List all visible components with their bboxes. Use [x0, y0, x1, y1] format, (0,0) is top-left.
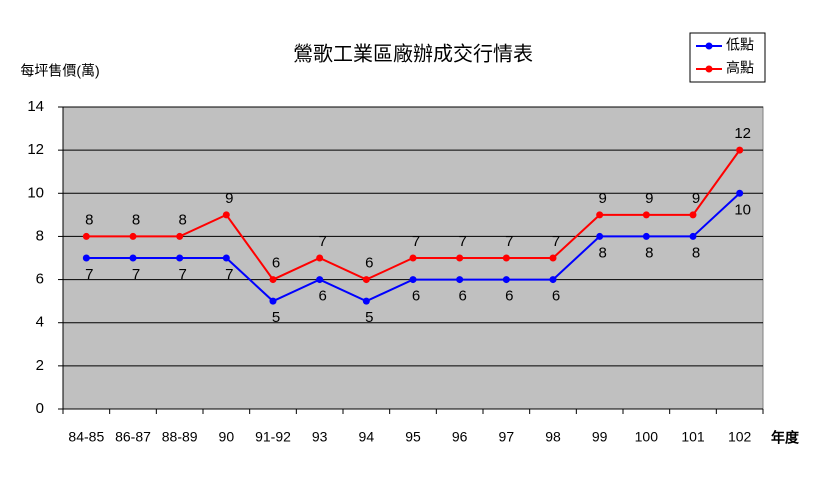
data-label: 10 — [734, 201, 751, 218]
point — [502, 254, 510, 262]
point — [362, 276, 370, 284]
data-label: 6 — [365, 255, 373, 272]
legend-marker — [705, 65, 713, 73]
x-tick-label: 100 — [635, 429, 659, 445]
point — [222, 211, 230, 219]
data-label: 9 — [645, 190, 653, 207]
data-label: 7 — [552, 233, 560, 250]
x-tick-label: 84-85 — [68, 429, 104, 445]
point — [176, 254, 184, 262]
x-tick-label: 86-87 — [115, 429, 151, 445]
data-label: 5 — [365, 309, 373, 326]
data-label: 9 — [225, 190, 233, 207]
point — [736, 189, 744, 197]
point — [362, 297, 370, 305]
data-label: 6 — [458, 288, 466, 305]
point — [316, 276, 324, 284]
data-label: 6 — [412, 288, 420, 305]
point — [689, 211, 697, 219]
data-label: 7 — [178, 266, 186, 283]
y-tick-label: 8 — [36, 227, 44, 244]
point — [82, 254, 90, 262]
y-tick-label: 6 — [36, 271, 44, 288]
point — [409, 254, 417, 262]
x-tick-label: 97 — [499, 429, 515, 445]
data-label: 8 — [692, 244, 700, 261]
point — [176, 232, 184, 240]
point — [642, 211, 650, 219]
point — [736, 146, 744, 154]
x-tick-label: 95 — [405, 429, 421, 445]
legend-box — [689, 32, 766, 83]
point — [222, 254, 230, 262]
data-label: 7 — [225, 266, 233, 283]
point — [549, 254, 557, 262]
data-label: 8 — [85, 211, 93, 228]
point — [316, 254, 324, 262]
data-label: 7 — [318, 233, 326, 250]
point — [502, 276, 510, 284]
x-axis-label: 年度 — [771, 430, 800, 446]
data-label: 7 — [458, 233, 466, 250]
data-label: 7 — [85, 266, 93, 283]
point — [269, 297, 277, 305]
y-tick-label: 4 — [36, 314, 44, 331]
data-label: 8 — [132, 211, 140, 228]
point — [456, 254, 464, 262]
chart-title: 鶯歌工業區廠辦成交行情表 — [293, 41, 533, 65]
data-label: 9 — [598, 190, 606, 207]
point — [596, 232, 604, 240]
x-tick-label: 93 — [312, 429, 328, 445]
legend-label: 高點 — [726, 60, 754, 76]
point — [549, 276, 557, 284]
data-label: 8 — [178, 211, 186, 228]
y-tick-label: 10 — [27, 184, 44, 201]
point — [269, 276, 277, 284]
point — [642, 232, 650, 240]
legend-marker — [705, 42, 713, 50]
x-tick-label: 98 — [545, 429, 561, 445]
data-label: 6 — [318, 288, 326, 305]
y-tick-label: 14 — [27, 98, 44, 115]
point — [129, 232, 137, 240]
data-label: 8 — [645, 244, 653, 261]
x-tick-label: 91-92 — [255, 429, 291, 445]
data-label: 8 — [598, 244, 606, 261]
data-label: 7 — [132, 266, 140, 283]
x-tick-label: 101 — [681, 429, 705, 445]
point — [409, 276, 417, 284]
x-tick-label: 90 — [219, 429, 235, 445]
data-label: 6 — [272, 255, 280, 272]
legend-label: 低點 — [726, 37, 754, 53]
x-tick-label: 96 — [452, 429, 468, 445]
x-tick-label: 88-89 — [162, 429, 198, 445]
data-label: 7 — [505, 233, 513, 250]
data-label: 6 — [552, 288, 560, 305]
data-label: 6 — [505, 288, 513, 305]
data-label: 7 — [412, 233, 420, 250]
point — [456, 276, 464, 284]
point — [689, 232, 697, 240]
x-tick-label: 102 — [728, 429, 752, 445]
data-label: 9 — [692, 190, 700, 207]
y-tick-label: 2 — [36, 357, 44, 374]
y-axis-label: 每坪售價(萬) — [20, 63, 99, 79]
data-label: 5 — [272, 309, 280, 326]
point — [596, 211, 604, 219]
point — [82, 232, 90, 240]
x-tick-label: 99 — [592, 429, 608, 445]
y-tick-label: 12 — [27, 141, 44, 158]
data-label: 12 — [734, 125, 751, 142]
point — [129, 254, 137, 262]
y-tick-label: 0 — [36, 400, 44, 417]
x-tick-label: 94 — [359, 429, 375, 445]
